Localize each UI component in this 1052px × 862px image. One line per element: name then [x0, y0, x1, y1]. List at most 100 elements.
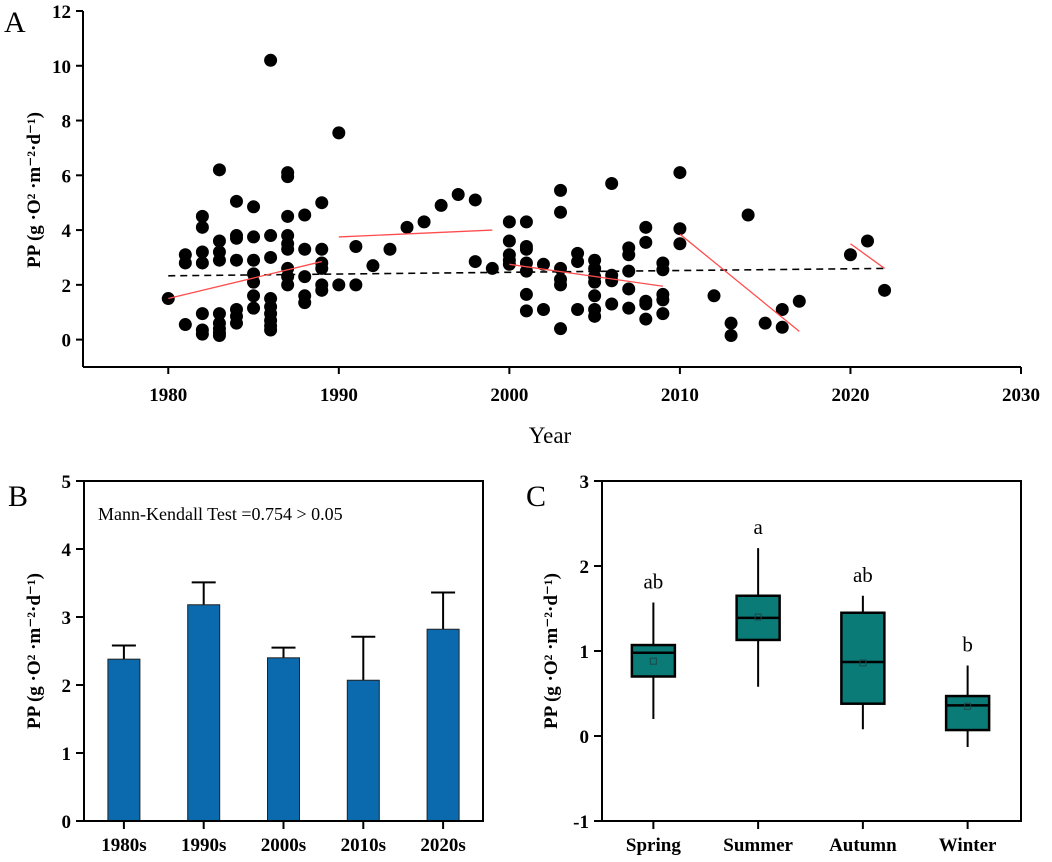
panel-b-ylabel: PP (g ·O² ·m⁻²·d⁻¹)	[24, 573, 45, 729]
data-point	[195, 256, 209, 270]
x-tick-label: 2020s	[420, 835, 465, 856]
panel-a-scatter: 0 2 4 6 8 10 12 1980 1990 2000 2010 2020 2030	[52, 2, 1040, 406]
x-tick-label: 2030	[1002, 385, 1040, 406]
y-tick-label: 1	[62, 744, 72, 765]
y-tick-label: -1	[573, 812, 589, 833]
data-point	[792, 294, 806, 308]
decade-trend-line	[168, 260, 322, 300]
y-tick-label: 5	[62, 472, 72, 493]
panel-label-b: B	[8, 480, 28, 513]
data-point	[673, 237, 687, 251]
significance-letter: ab	[853, 563, 873, 587]
data-point	[673, 222, 687, 236]
plot-frame	[83, 480, 484, 822]
data-point	[178, 318, 192, 332]
data-point	[639, 220, 653, 234]
x-tick-label: 2010	[661, 385, 699, 406]
data-point	[588, 289, 602, 303]
data-point	[264, 229, 278, 243]
data-point	[383, 242, 397, 256]
bar-1990s	[187, 604, 221, 822]
data-point	[554, 183, 568, 197]
data-point	[247, 253, 261, 267]
data-point	[247, 289, 261, 303]
panel-b-annotation: Mann-Kendall Test =0.754 > 0.05	[98, 504, 343, 524]
y-tick-label: 6	[62, 166, 72, 187]
bar-2000s	[267, 657, 300, 822]
y-tick-label: 0	[580, 727, 590, 748]
data-point	[605, 274, 619, 288]
data-point	[502, 215, 516, 229]
data-point	[571, 255, 585, 269]
x-tick-label: Summer	[723, 835, 793, 856]
data-point	[673, 166, 687, 180]
data-point	[229, 194, 243, 208]
data-point	[417, 215, 431, 229]
data-point	[298, 270, 312, 284]
data-point	[536, 302, 550, 316]
data-point	[605, 177, 619, 191]
data-point	[229, 316, 243, 330]
data-point	[315, 196, 329, 210]
data-point	[468, 255, 482, 269]
data-point	[229, 231, 243, 245]
bar-2020s	[426, 628, 460, 822]
data-point	[298, 208, 312, 222]
data-point	[639, 297, 653, 311]
data-point	[281, 278, 295, 292]
data-point	[656, 307, 670, 321]
data-point	[195, 245, 209, 259]
panel-label-c: C	[526, 480, 546, 513]
data-point	[519, 215, 533, 229]
data-point	[656, 293, 670, 307]
data-point	[707, 289, 721, 303]
data-point	[298, 296, 312, 310]
significance-letter: a	[753, 515, 763, 539]
data-point	[536, 257, 550, 271]
data-point	[724, 329, 738, 343]
data-point	[639, 235, 653, 249]
data-point	[195, 220, 209, 234]
x-tick-label: 2000	[490, 385, 528, 406]
data-point	[724, 316, 738, 330]
panel-c-ylabel: PP (g ·O² ·m⁻²·d⁻¹)	[541, 573, 562, 729]
data-point	[502, 234, 516, 248]
data-point	[656, 263, 670, 277]
y-tick-label: 0	[62, 331, 72, 352]
x-tick-label: Winter	[939, 835, 997, 856]
data-point	[519, 242, 533, 256]
data-point	[229, 253, 243, 267]
y-tick-label: 2	[580, 557, 590, 578]
y-tick-label: 0	[62, 812, 72, 833]
y-tick-label: 1	[580, 642, 590, 663]
data-point	[247, 301, 261, 315]
data-point	[775, 302, 789, 316]
data-point	[264, 323, 278, 337]
y-tick-label: 3	[580, 472, 590, 493]
mean-marker	[964, 702, 972, 710]
data-point	[843, 248, 857, 262]
x-tick-label: 2020	[831, 385, 869, 406]
data-point	[315, 261, 329, 275]
data-point	[264, 250, 278, 264]
y-tick-label: 10	[52, 57, 71, 78]
data-point	[639, 312, 653, 326]
panel-label-a: A	[4, 6, 26, 39]
decade-trend-line	[850, 243, 885, 269]
bar-1980s	[107, 658, 141, 822]
data-point	[622, 282, 636, 296]
data-point	[400, 220, 414, 234]
y-tick-label: 4	[62, 540, 72, 561]
x-tick-label: 1990s	[181, 835, 226, 856]
significance-letter: ab	[643, 570, 663, 594]
data-point	[775, 320, 789, 334]
data-point	[281, 209, 295, 223]
x-tick-label: 1980s	[101, 835, 146, 856]
data-point	[519, 264, 533, 278]
data-point	[588, 309, 602, 323]
decade-trend-line	[338, 229, 493, 238]
data-point	[315, 283, 329, 297]
x-tick-label: 1990	[320, 385, 358, 406]
x-tick-label: Spring	[626, 835, 681, 856]
data-point	[451, 187, 465, 201]
